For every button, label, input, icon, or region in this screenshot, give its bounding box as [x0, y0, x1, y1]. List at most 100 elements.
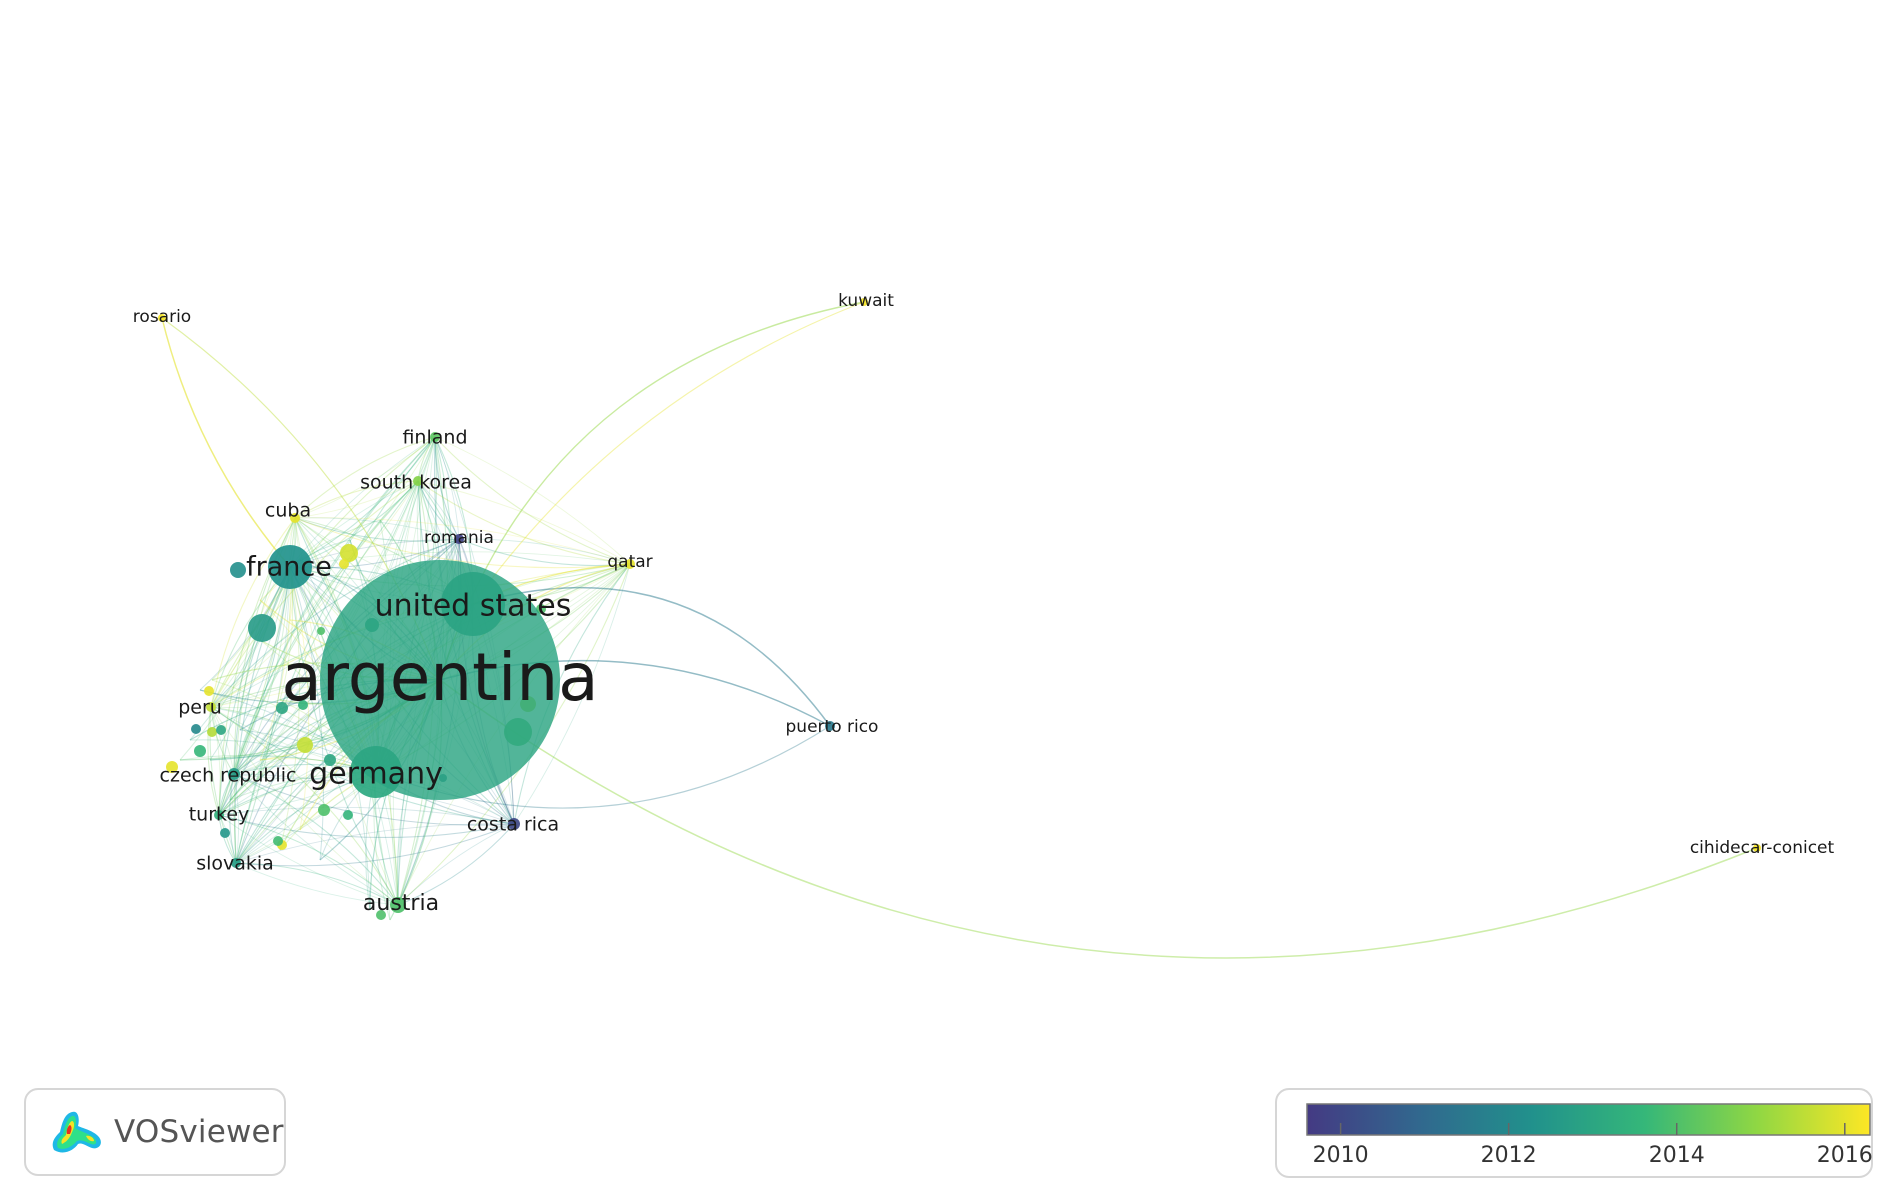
link [472, 301, 865, 605]
node-label-united-states[interactable]: united states [375, 589, 572, 624]
node-label-rosario[interactable]: rosario [133, 307, 191, 327]
unlabeled-node[interactable] [191, 724, 201, 734]
unlabeled-node[interactable] [194, 745, 206, 757]
color-gradient-bar [1306, 1103, 1871, 1136]
link [259, 566, 291, 761]
unlabeled-node[interactable] [230, 562, 246, 578]
link [210, 706, 399, 906]
node-label-austria[interactable]: austria [363, 891, 439, 916]
node-label-germany[interactable]: germany [309, 757, 443, 792]
link [289, 566, 399, 906]
label-layer: argentina united states france germany austr… [133, 291, 1835, 916]
node-finland[interactable] [430, 432, 440, 442]
link [417, 480, 631, 565]
link [210, 480, 419, 708]
unlabeled-node[interactable] [324, 754, 336, 766]
unlabeled-node[interactable] [318, 804, 330, 816]
link [218, 814, 399, 906]
node-romania[interactable] [454, 534, 464, 544]
link [229, 566, 291, 801]
node-slovakia[interactable] [231, 858, 241, 868]
node-rosario[interactable] [158, 314, 166, 322]
link [229, 773, 237, 864]
unlabeled-node[interactable] [343, 810, 353, 820]
link [234, 566, 291, 864]
node-peru[interactable] [206, 702, 216, 712]
node-label-czech-republic[interactable]: czech republic [160, 765, 297, 787]
node-austria[interactable] [390, 897, 406, 913]
node-label-cuba[interactable]: cuba [265, 500, 311, 522]
node-south-korea[interactable] [413, 476, 423, 486]
vosviewer-logo-icon [52, 1111, 101, 1153]
link [294, 480, 419, 519]
link [209, 566, 291, 761]
node-czech-republic[interactable] [228, 768, 240, 780]
node-layer [158, 298, 1761, 913]
unlabeled-node[interactable] [339, 559, 349, 569]
node-cihidecar-conicet[interactable] [1753, 844, 1761, 852]
node-france[interactable] [268, 545, 312, 589]
link [210, 706, 235, 775]
legend-tick-label: 2010 [1313, 1143, 1369, 1168]
node-label-slovakia[interactable]: slovakia [196, 853, 274, 875]
unlabeled-node[interactable] [317, 627, 325, 635]
unlabeled-node[interactable] [248, 614, 276, 642]
link [235, 566, 291, 864]
link [513, 563, 631, 825]
link [210, 706, 221, 816]
node-puerto-rico[interactable] [825, 721, 835, 731]
link [210, 517, 296, 708]
link [472, 586, 831, 727]
unlabeled-node[interactable] [276, 702, 288, 714]
unlabeled-node[interactable] [297, 737, 313, 753]
node-label-finland[interactable]: finland [402, 427, 467, 449]
unlabeled-node[interactable] [298, 700, 308, 710]
link [179, 566, 291, 761]
vosviewer-logo-box: VOSviewer [24, 1088, 286, 1176]
link [279, 566, 301, 851]
link [235, 823, 515, 864]
unlabeled-node[interactable] [204, 686, 214, 696]
link [218, 806, 515, 825]
node-label-puerto-rico[interactable]: puerto rico [786, 717, 879, 737]
node-label-argentina[interactable]: argentina [281, 639, 598, 716]
link [294, 517, 631, 565]
link [235, 862, 399, 906]
link [289, 566, 310, 831]
node-argentina[interactable] [320, 560, 560, 800]
unlabeled-node[interactable] [376, 910, 386, 920]
node-label-cihidecar-conicet[interactable]: cihidecar-conicet [1690, 838, 1835, 858]
node-label-qatar[interactable]: qatar [607, 552, 652, 572]
unlabeled-node[interactable] [220, 828, 230, 838]
node-costa-rica[interactable] [508, 818, 520, 830]
node-kuwait[interactable] [860, 298, 868, 306]
unlabeled-node[interactable] [273, 836, 283, 846]
unlabeled-node[interactable] [340, 544, 358, 562]
link [210, 436, 436, 708]
link [417, 480, 631, 565]
node-qatar[interactable] [625, 559, 635, 569]
link [235, 480, 419, 864]
link [235, 823, 515, 867]
link [233, 480, 419, 775]
link [235, 436, 436, 864]
unlabeled-node[interactable] [207, 727, 217, 737]
link [417, 480, 460, 540]
node-label-turkey[interactable]: turkey [189, 804, 250, 826]
node-label-romania[interactable]: romania [424, 528, 494, 548]
node-label-costa-rica[interactable]: costa rica [467, 814, 559, 836]
node-label-south-korea[interactable]: south korea [360, 472, 472, 494]
node-label-france[interactable]: france [246, 552, 332, 583]
node-cuba[interactable] [290, 513, 300, 523]
link [434, 436, 460, 540]
vosviewer-logo-text: VOSviewer [114, 1114, 284, 1150]
link [209, 706, 237, 864]
node-label-peru[interactable]: peru [178, 697, 222, 719]
unlabeled-node[interactable] [216, 725, 226, 735]
link [233, 773, 399, 906]
node-label-kuwait[interactable]: kuwait [838, 291, 894, 311]
link [289, 436, 436, 568]
unlabeled-node[interactable] [166, 761, 178, 773]
node-turkey[interactable] [214, 810, 224, 820]
